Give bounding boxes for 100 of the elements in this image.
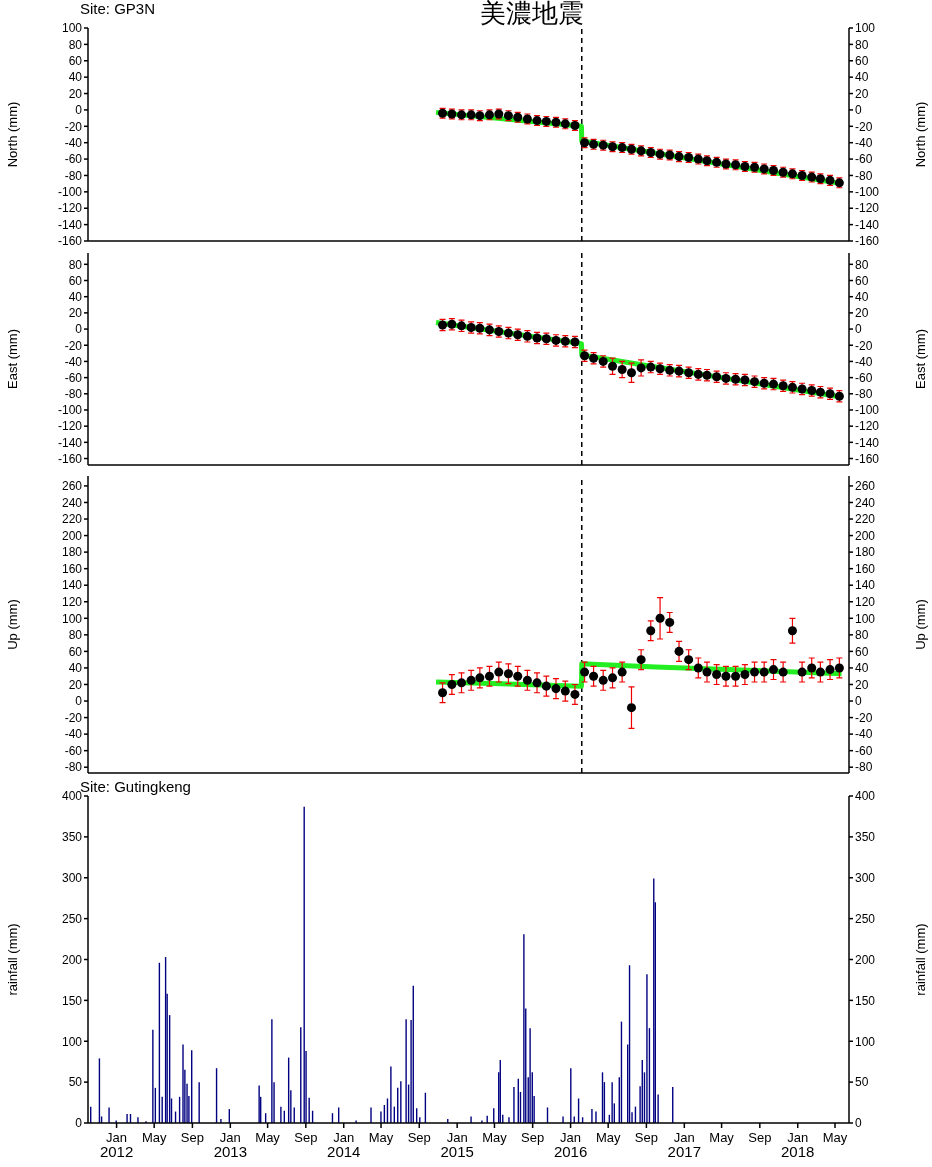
- y2-tick-label: 80: [855, 257, 869, 272]
- x-tick-label: Jan 2016: [553, 1130, 588, 1160]
- y-tick-label: -100: [57, 185, 83, 200]
- y-axis-title: East (mm): [4, 329, 20, 389]
- x-tick-label: May: [368, 1130, 394, 1145]
- y2-tick-label: -20: [855, 338, 873, 353]
- y-tick-label: 80: [68, 628, 83, 643]
- y2-tick-label: 150: [855, 993, 876, 1008]
- y-tick-label: 50: [68, 1075, 83, 1090]
- x-tick-label: Jan 2018: [781, 1130, 815, 1160]
- y-tick-label: -160: [57, 451, 83, 466]
- y2-tick-label: -60: [855, 743, 873, 758]
- y-tick-label: 100: [61, 1034, 83, 1049]
- y2-tick-label: -60: [855, 370, 873, 385]
- y-tick-label: -40: [64, 354, 83, 369]
- y-tick-label: -60: [64, 743, 83, 758]
- y2-tick-label: 240: [855, 495, 876, 510]
- y-tick-label: 0: [75, 694, 83, 709]
- y2-tick-label: -120: [855, 419, 880, 434]
- y-tick-label: -100: [57, 403, 83, 418]
- y2-axis-title: North (mm): [912, 101, 928, 168]
- y-tick-label: -80: [64, 168, 83, 183]
- y2-tick-label: 0: [855, 694, 862, 709]
- y2-axis-title: Up (mm): [912, 599, 928, 650]
- y2-tick-label: 220: [855, 512, 876, 527]
- y-tick-label: 240: [61, 495, 83, 510]
- y-tick-label: -40: [64, 727, 83, 742]
- y2-tick-label: -160: [855, 234, 880, 249]
- y2-tick-label: -140: [855, 435, 880, 450]
- y-tick-label: 150: [61, 993, 83, 1008]
- y-tick-label: -20: [64, 710, 83, 725]
- y2-tick-label: 180: [855, 545, 876, 560]
- y-tick-label: 350: [61, 830, 83, 845]
- y2-tick-label: -80: [855, 387, 873, 402]
- y2-tick-label: 120: [855, 595, 876, 610]
- y-tick-label: 120: [61, 595, 83, 610]
- y2-tick-label: 160: [855, 561, 876, 576]
- x-tick-label: Jan 2015: [440, 1130, 474, 1160]
- x-tick-label: Jan 2013: [213, 1130, 248, 1160]
- y2-tick-label: -120: [855, 201, 880, 216]
- y2-tick-label: -100: [855, 403, 880, 418]
- y2-tick-label: 400: [855, 789, 876, 804]
- x-tick-label: May: [822, 1130, 848, 1145]
- y2-tick-label: -60: [855, 152, 873, 167]
- y2-tick-label: 60: [855, 54, 869, 69]
- y-tick-label: 200: [61, 528, 83, 543]
- y2-tick-label: -100: [855, 185, 880, 200]
- y2-tick-label: 300: [855, 871, 876, 886]
- y2-tick-label: 40: [855, 70, 869, 85]
- y2-tick-label: -40: [855, 135, 873, 150]
- y2-tick-label: 50: [855, 1075, 869, 1090]
- chart-title: 美濃地震: [480, 0, 584, 30]
- y2-tick-label: 60: [855, 644, 869, 659]
- y2-tick-label: 200: [855, 952, 876, 967]
- y2-tick-label: 20: [855, 677, 869, 692]
- y2-tick-label: 80: [855, 628, 869, 643]
- y-axis-title: Up (mm): [4, 599, 20, 650]
- y2-tick-label: 60: [855, 273, 869, 288]
- y-tick-label: -60: [64, 152, 83, 167]
- x-tick-label: Sep: [180, 1130, 204, 1145]
- y-tick-label: -160: [57, 234, 83, 249]
- y2-axis-title: East (mm): [912, 329, 928, 389]
- y2-tick-label: -160: [855, 451, 880, 466]
- y-tick-label: 180: [61, 545, 83, 560]
- y-tick-label: -80: [64, 387, 83, 402]
- y-tick-label: 100: [61, 611, 83, 626]
- x-tick-label: Jan 2012: [99, 1130, 134, 1160]
- y-axis-title: rainfall (mm): [4, 923, 20, 996]
- y2-tick-label: -40: [855, 354, 873, 369]
- y2-tick-label: 100: [855, 611, 876, 626]
- x-tick-label: Jan 2017: [667, 1130, 701, 1160]
- y-tick-label: 220: [61, 512, 83, 527]
- y2-tick-label: 0: [855, 322, 862, 337]
- y-tick-label: 0: [75, 103, 83, 118]
- y-tick-label: 160: [61, 561, 83, 576]
- y-tick-label: 100: [61, 21, 83, 36]
- chart-subtitle: Site: GP3N: [80, 0, 156, 17]
- y-tick-label: 140: [61, 578, 83, 593]
- x-tick-label: May: [482, 1130, 508, 1145]
- y2-tick-label: 260: [855, 479, 876, 494]
- y-tick-label: 0: [75, 1116, 83, 1131]
- y-tick-label: -40: [64, 135, 83, 150]
- x-tick-label: Sep: [294, 1130, 318, 1145]
- x-tick-label: May: [141, 1130, 167, 1145]
- y-tick-label: -20: [64, 338, 83, 353]
- y2-tick-label: 40: [855, 289, 869, 304]
- x-tick-label: May: [255, 1130, 281, 1145]
- x-tick-label: May: [595, 1130, 621, 1145]
- y2-axis-title: rainfall (mm): [912, 923, 928, 996]
- y2-tick-label: -20: [855, 119, 873, 134]
- y-tick-label: 250: [61, 911, 83, 926]
- y2-tick-label: -20: [855, 710, 873, 725]
- x-tick-label: Sep: [521, 1130, 545, 1145]
- y-tick-label: 300: [61, 871, 83, 886]
- y-tick-label: 60: [68, 644, 83, 659]
- y-tick-label: 200: [61, 952, 83, 967]
- y2-tick-label: -140: [855, 217, 880, 232]
- x-tick-label: Jan 2014: [327, 1130, 361, 1160]
- x-tick-label: Sep: [634, 1130, 658, 1145]
- y2-tick-label: 40: [855, 661, 869, 676]
